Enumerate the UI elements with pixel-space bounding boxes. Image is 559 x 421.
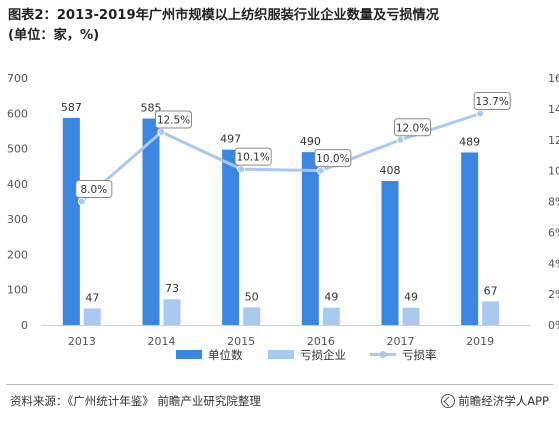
bar-unit-count xyxy=(62,117,80,325)
bar-loss-enterprises xyxy=(402,307,420,325)
y-left-tick-label: 700 xyxy=(7,72,28,85)
loss-rate-label-box xyxy=(314,149,352,168)
bar-unit-count xyxy=(301,152,319,325)
axes-group: 0 100 200 300 400 500 600 700 0% 2% 4% 6% 8% 10% 12% 14… xyxy=(7,72,559,348)
y-left-tick-label: 100 xyxy=(7,284,28,297)
bar-loss-enterprises-label: 50 xyxy=(245,290,259,303)
loss-rate-point xyxy=(77,197,86,206)
loss-rate-label: 10.0% xyxy=(316,153,349,165)
legend-swatch-loss-rate-marker xyxy=(379,351,387,358)
y-right-tick-label: 12% xyxy=(548,134,559,147)
y-right-tick-label: 6% xyxy=(548,226,559,239)
x-tick-label: 2013 xyxy=(68,335,96,348)
bar-loss-enterprises xyxy=(482,301,500,325)
loss-rate-label-box xyxy=(473,92,511,111)
bar-unit-count-label: 490 xyxy=(300,135,321,148)
legend: 单位数 亏损企业 亏损率 xyxy=(176,348,437,362)
bar-loss-enterprises xyxy=(83,308,101,325)
loss-rate-label: 13.7% xyxy=(475,96,508,108)
loss-rate-label: 12.5% xyxy=(157,115,190,127)
loss-rate-label-box xyxy=(234,147,272,166)
bar-unit-count-label: 408 xyxy=(380,164,401,177)
y-right-tick-label: 4% xyxy=(548,257,559,270)
loss-rate-label: 12.0% xyxy=(396,122,429,134)
footer: 资料来源：《广州统计年鉴》 前瞻产业研究院整理 前瞻经济学人APP xyxy=(0,384,559,421)
y-right-tick-label: 16% xyxy=(548,72,559,85)
y-left-tick-label: 0 xyxy=(21,319,28,332)
loss-rate-label-box xyxy=(394,118,431,137)
loss-rate-label-box xyxy=(155,110,192,129)
bar-loss-enterprises-label: 67 xyxy=(484,284,498,297)
line-group: 8.0% 12.5% 10.1% 10.0% 12.0% 13.7% xyxy=(75,92,511,206)
bar-unit-count xyxy=(461,152,479,325)
y-left-tick-label: 600 xyxy=(7,107,28,120)
title-line-2: (单位：家，%) xyxy=(8,28,100,43)
brand-text: 前瞻经济学人APP xyxy=(458,394,549,408)
loss-rate-point xyxy=(157,128,166,137)
brand: 前瞻经济学人APP xyxy=(441,393,549,409)
bar-unit-count xyxy=(222,149,240,325)
footer-divider xyxy=(6,384,553,385)
bar-loss-enterprises xyxy=(243,307,261,325)
y-left-tick-label: 400 xyxy=(7,178,28,191)
x-tick-label: 2019 xyxy=(466,335,494,348)
bar-unit-count-label: 489 xyxy=(459,135,480,148)
chart-title: 图表2：2013-2019年广州市规模以上纺织服装行业企业数量及亏损情况 (单位… xyxy=(8,6,553,46)
y-right-tick-label: 2% xyxy=(548,288,559,301)
loss-rate-point xyxy=(237,165,246,174)
bar-loss-enterprises-label: 49 xyxy=(324,291,338,304)
loss-rate-point xyxy=(396,135,405,144)
chart: 0 100 200 300 400 500 600 700 0% 2% 4% 6% 8% 10% 12% 14… xyxy=(7,72,559,362)
legend-label-loss-enterprises: 亏损企业 xyxy=(300,348,346,362)
y-right-tick-label: 14% xyxy=(548,103,559,116)
bar-unit-count xyxy=(142,118,160,325)
y-left-tick-label: 200 xyxy=(7,248,28,261)
bar-unit-count-label: 587 xyxy=(61,101,82,114)
title-line-1: 图表2：2013-2019年广州市规模以上纺织服装行业企业数量及亏损情况 xyxy=(8,8,439,23)
y-right-tick-label: 8% xyxy=(548,196,559,209)
loss-rate-point xyxy=(316,166,325,175)
x-tick-label: 2016 xyxy=(307,335,335,348)
x-tick-label: 2015 xyxy=(227,335,255,348)
bar-unit-count-label: 497 xyxy=(220,133,241,146)
bar-unit-count xyxy=(381,181,399,325)
bar-loss-enterprises-label: 49 xyxy=(404,291,418,304)
y-right-tick-label: 0% xyxy=(548,319,559,332)
source-note: 资料来源：《广州统计年鉴》 前瞻产业研究院整理 xyxy=(10,394,261,408)
bar-loss-enterprises xyxy=(163,299,181,325)
loss-rate-label-box xyxy=(75,180,113,198)
y-left-tick-label: 300 xyxy=(7,213,28,226)
x-tick-label: 2014 xyxy=(148,335,176,348)
y-left-tick-label: 500 xyxy=(7,143,28,156)
bar-loss-enterprises xyxy=(322,307,340,325)
loss-rate-label: 8.0% xyxy=(80,184,107,196)
y-right-tick-label: 10% xyxy=(548,165,559,178)
legend-label-loss-rate: 亏损率 xyxy=(402,348,437,362)
x-tick-label: 2017 xyxy=(387,335,415,348)
bar-loss-enterprises-label: 47 xyxy=(85,291,99,304)
legend-label-unit-count: 单位数 xyxy=(208,348,243,362)
loss-rate-point xyxy=(476,109,485,118)
bar-loss-enterprises-label: 73 xyxy=(165,282,179,295)
legend-swatch-unit-count xyxy=(176,350,202,359)
legend-swatch-loss-enterprises xyxy=(268,350,294,359)
brand-logo-icon xyxy=(441,394,456,408)
loss-rate-label: 10.1% xyxy=(236,152,269,164)
